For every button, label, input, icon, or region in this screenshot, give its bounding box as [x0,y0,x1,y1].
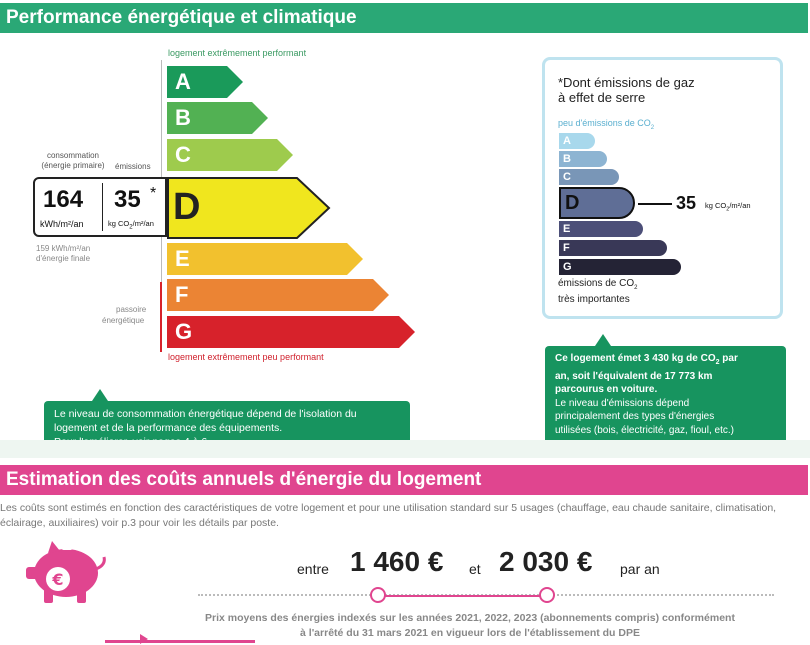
cost-max-marker [539,587,555,603]
ghg-bar-g: G [559,259,681,275]
cost-description: Les coûts sont estimés en fonction des c… [0,502,777,529]
cost-min: 1 460 € [350,546,444,577]
consumption-unit: kWh/m²/an [40,219,84,229]
ghg-callout-line1: Ce logement émet 3 430 kg de CO2 par [555,353,738,366]
ghg-pointer-line [638,203,672,205]
ghg-bar-c: C [559,169,619,185]
callout-line2: logement et de la performance des équipe… [54,422,283,434]
ghg-info-callout: Ce logement émet 3 430 kg de CO2 par an,… [545,334,786,458]
grade-bar-b: B [167,102,268,134]
section-title-performance: Performance énergétique et climatique [0,3,808,33]
emissions-header: émissions [115,162,151,171]
ghg-unit: kg CO2/m²/an [705,201,751,213]
final-energy-line2: d'énergie finale [36,254,91,263]
grade-bar-f: F [167,279,389,311]
consumption-header: consommation (énergie primaire) [41,151,105,170]
ghg-callout-line5: principalement des types d'énergies [555,411,715,422]
ghg-bottom-label: émissions de CO2 très importantes [558,278,638,305]
cost-per-year: par an [620,561,660,577]
cost-range-highlight [378,595,547,597]
consumption-value: 164 [43,186,84,213]
passoire-bracket [160,282,162,352]
ghg-bar-e: E [559,221,643,237]
consumption-emissions-box [33,177,167,237]
ghg-bar-d-current [559,187,635,219]
bottom-accent-line [105,640,255,643]
ghg-bar-b: B [559,151,607,167]
cost-max: 2 030 € [499,546,593,577]
bottom-scale-label: logement extrêmement peu performant [168,352,324,362]
grade-bar-e: E [167,243,363,275]
grade-bar-c: C [167,139,293,171]
ghg-value: 35 [676,193,697,213]
cost-word-between: entre [297,561,329,577]
current-grade-letter: D [173,186,201,228]
ghg-callout-line6: utilisées (bois, électricité, gaz, fioul… [555,424,734,436]
grade-bar-g: G [167,316,415,348]
ghg-current-letter: D [565,192,580,214]
ghg-bar-f: F [559,240,667,256]
ghg-note: *Dont émissions de gaz à effet de serre [558,75,695,105]
passoire-line2: énergétique [102,316,145,325]
emission-asterisk: * [150,185,157,202]
svg-text:€: € [51,570,63,589]
ghg-callout-line4: Le niveau d'émissions dépend [555,397,690,409]
passoire-line1: passoire [116,305,147,314]
grade-bar-a: A [167,66,243,98]
section-separator [0,440,810,458]
piggy-bank-euro-icon: € [26,541,106,603]
grade-bar-d-current [167,177,331,239]
top-scale-label: logement extrêmement performant [168,48,307,58]
section-title-costs: Estimation des coûts annuels d'énergie d… [0,465,808,495]
ghg-callout-line3: parcourus en voiture. [555,384,658,395]
callout-line1: Le niveau de consommation énergétique dé… [54,408,357,420]
emission-unit: kg CO2/m²/an [108,219,154,231]
cost-word-and: et [469,561,481,577]
emission-value: 35 [114,186,141,213]
bottom-accent-arrow [140,634,148,644]
box-divider [102,183,103,231]
cost-price-note: Prix moyens des énergies indexés sur les… [205,612,735,639]
final-energy-line1: 159 kWh/m²/an [36,244,91,253]
cost-min-marker [370,587,386,603]
ghg-bar-a: A [559,133,595,149]
ghg-top-label: peu d'émissions de CO2 [558,118,655,131]
ghg-callout-line2: an, soit l'équivalent de 17 773 km [555,370,713,382]
